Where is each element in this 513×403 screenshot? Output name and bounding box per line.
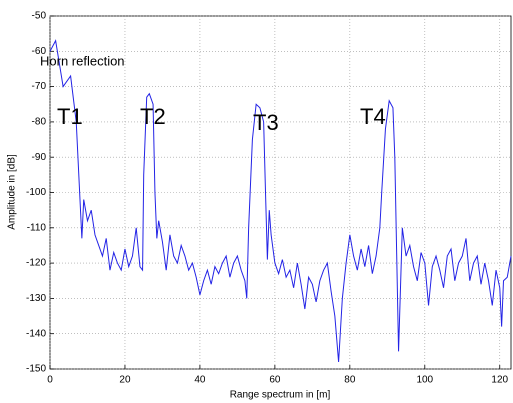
x-tick-label: 100 bbox=[416, 375, 433, 386]
annotation: T3 bbox=[253, 110, 279, 135]
y-tick-label: -130 bbox=[26, 293, 46, 304]
y-axis-label: Amplitude in [dB] bbox=[7, 154, 18, 230]
annotation: T2 bbox=[140, 104, 166, 129]
x-tick-label: 20 bbox=[119, 375, 131, 386]
x-tick-label: 60 bbox=[269, 375, 281, 386]
x-tick-label: 0 bbox=[47, 375, 53, 386]
y-tick-label: -70 bbox=[32, 81, 47, 92]
y-tick-label: -140 bbox=[26, 328, 46, 339]
y-tick-label: -100 bbox=[26, 187, 46, 198]
y-tick-label: -110 bbox=[27, 222, 47, 233]
y-tick-label: -90 bbox=[32, 152, 47, 163]
y-tick-label: -120 bbox=[26, 258, 46, 269]
annotation: T1 bbox=[57, 104, 83, 129]
x-tick-label: 80 bbox=[344, 375, 356, 386]
y-tick-label: -150 bbox=[26, 364, 46, 375]
x-tick-label: 120 bbox=[491, 375, 508, 386]
x-axis-label: Range spectrum in [m] bbox=[230, 390, 331, 401]
y-tick-label: -50 bbox=[32, 11, 47, 22]
y-tick-label: -80 bbox=[32, 117, 47, 128]
annotation: Horn reflection bbox=[40, 53, 125, 68]
annotation: T4 bbox=[360, 104, 386, 129]
x-tick-label: 40 bbox=[194, 375, 206, 386]
data-line bbox=[49, 39, 512, 362]
y-tick-label: -60 bbox=[32, 46, 47, 57]
